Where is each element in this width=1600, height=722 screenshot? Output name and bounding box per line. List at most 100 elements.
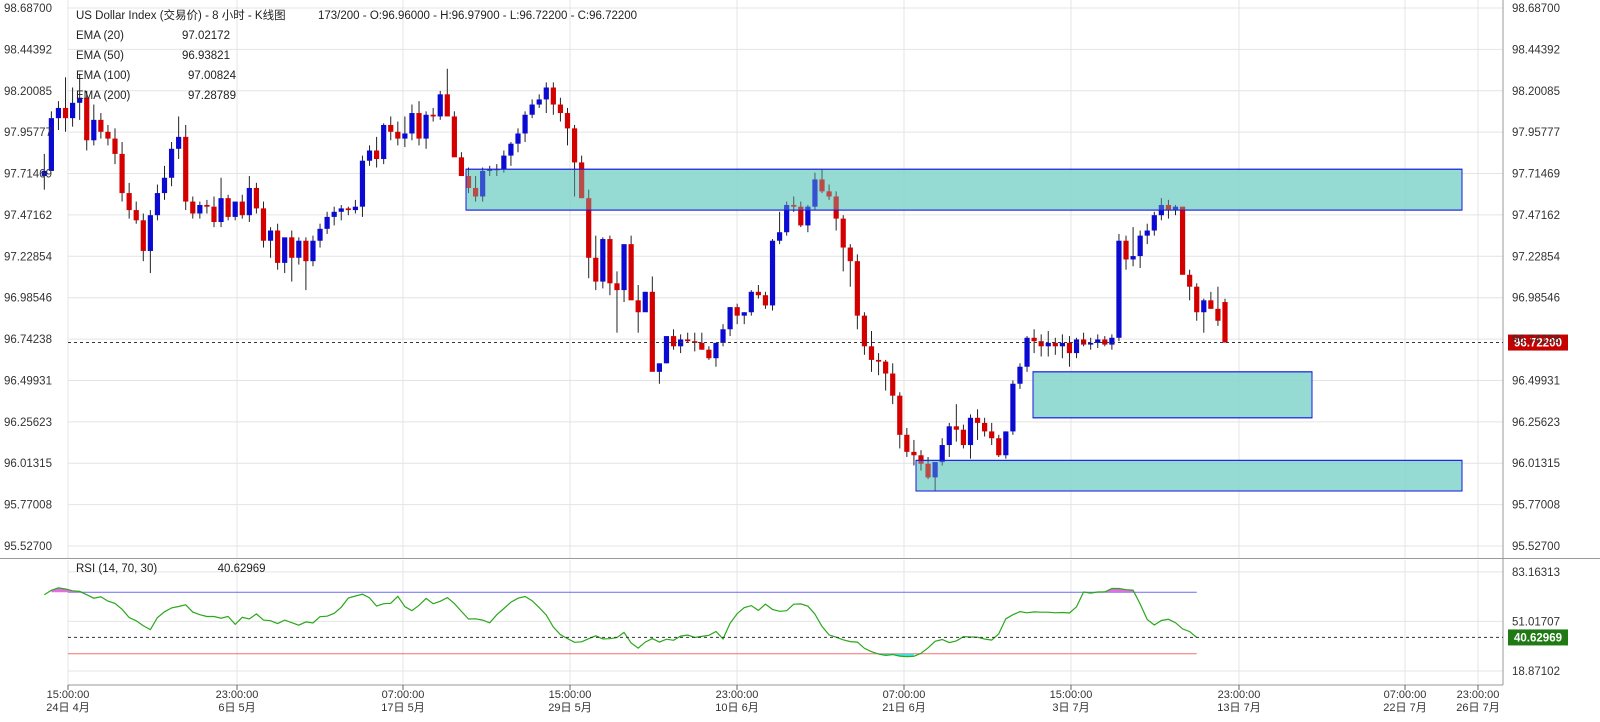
candle [805,204,811,233]
candle [642,291,648,313]
candle-body [352,206,358,211]
candle-body [1194,286,1200,313]
candle-body [529,104,535,115]
candle [974,409,981,440]
rsi-legend: RSI (14, 70, 30) 40.62969 [76,563,266,575]
candle [345,206,351,216]
candle-body [84,97,90,141]
price-axis-label: 96.25623 [1512,417,1560,429]
candle-body [974,417,981,423]
x-tick-time: 07:00:00 [883,689,926,701]
candle [755,285,761,299]
candle [147,210,153,274]
candle [571,124,578,197]
candle [232,201,238,221]
candle [204,199,210,214]
candle [395,121,401,146]
x-tick-date: 10日 6月 [715,702,758,714]
candle [381,123,387,165]
candle [416,101,422,146]
ema200-label: EMA (200) [76,90,131,102]
rsi-axis-label: 83.16313 [1512,567,1560,579]
candle-body [840,218,846,248]
candle-body [621,244,627,291]
candle-body [218,198,224,223]
candles [41,68,1228,492]
candle-body [861,315,868,347]
gridlines [67,0,1503,685]
candle [1179,206,1186,275]
price-axis-label: 96.01315 [1512,458,1560,470]
candle [607,235,613,296]
candle-body [656,363,662,372]
candle-body [197,204,203,214]
candle-body [444,94,450,117]
price-axis-label-left: 97.22854 [4,251,53,263]
candle [1024,336,1030,372]
candle [953,404,959,442]
candle [317,223,323,248]
candle-body [402,133,408,139]
candle-body [868,346,875,360]
candle-body [741,312,747,316]
candle-body [62,107,69,119]
candle-body [1208,300,1214,309]
candle-body [939,445,945,463]
candle [522,111,528,142]
candle [1137,230,1143,268]
candle [458,152,465,177]
candle-body [1130,256,1136,260]
candle [890,363,896,405]
candle-body [1215,308,1221,321]
candle [1144,223,1150,245]
price-axis-label: 96.98546 [1512,293,1560,305]
candle [826,184,832,200]
candle [1109,334,1115,350]
candle [1066,336,1073,367]
candle [1116,233,1122,342]
candle-body [918,455,924,464]
candle [1215,286,1221,326]
candle-body [967,417,974,446]
candle-body [69,102,76,119]
candle [1165,199,1172,219]
candle [1194,283,1200,321]
candle-body [932,462,938,478]
candle-body [571,128,578,163]
candle [77,73,83,120]
ema100-label: EMA (100) [76,70,131,82]
rsi-axis-label: 51.01707 [1512,616,1560,628]
candle [55,101,62,131]
candle-body [550,87,556,105]
candle [515,128,521,153]
candle-body [501,155,507,170]
candle [430,107,436,122]
candle-body [579,162,585,199]
candle [1003,431,1009,459]
candle-body [77,97,83,103]
candle [699,332,705,350]
candle-body [119,153,125,194]
candle-body [359,160,366,207]
x-tick-date: 29日 5月 [548,702,591,714]
candle [543,82,549,114]
price-axis-label-left: 96.01315 [4,458,52,470]
candle-body [267,230,274,241]
candle [741,312,747,325]
x-tick-date: 26日 7月 [1456,702,1499,714]
header-row: US Dollar Index (交易价) - 8 小时 - K线图 173/2… [76,10,638,22]
candle-body [183,136,189,202]
candle-body [472,187,479,197]
x-tick-date: 3日 7月 [1052,702,1089,714]
candle-body [685,339,691,342]
candle [776,211,783,245]
price-axis-label-left: 95.77008 [4,500,52,512]
candle [62,77,69,132]
candle-body [1179,206,1186,275]
candle [126,182,132,219]
candle-body [826,191,832,197]
candle-body [338,208,344,212]
candle [359,155,366,217]
candle [529,99,535,119]
candle [1088,337,1094,350]
